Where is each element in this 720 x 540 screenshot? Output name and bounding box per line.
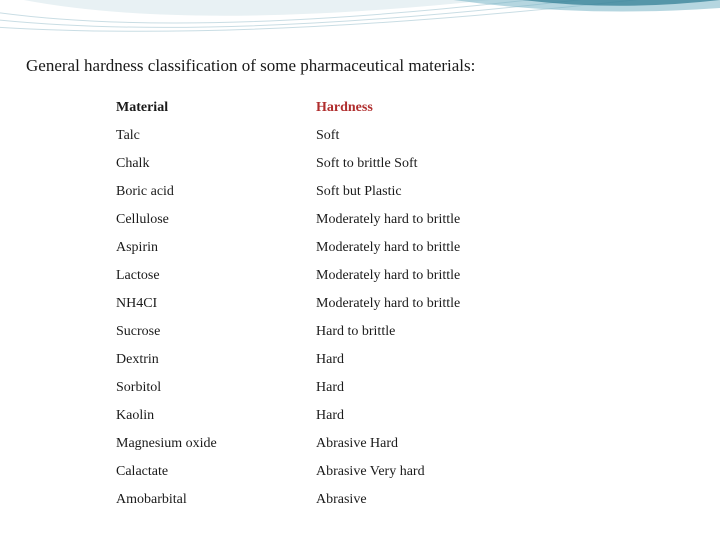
cell-material: Boric acid bbox=[116, 178, 316, 206]
table-row: ChalkSoft to brittle Soft bbox=[116, 150, 656, 178]
table-row: CelluloseModerately hard to brittle bbox=[116, 206, 656, 234]
cell-hardness: Moderately hard to brittle bbox=[316, 262, 656, 290]
cell-material: Talc bbox=[116, 122, 316, 150]
cell-material: Lactose bbox=[116, 262, 316, 290]
cell-material: Magnesium oxide bbox=[116, 430, 316, 458]
cell-material: Sucrose bbox=[116, 318, 316, 346]
table-row: CalactateAbrasive Very hard bbox=[116, 458, 656, 486]
slide-title: General hardness classification of some … bbox=[26, 56, 694, 76]
cell-material: Calactate bbox=[116, 458, 316, 486]
table-row: Boric acidSoft but Plastic bbox=[116, 178, 656, 206]
cell-material: Kaolin bbox=[116, 402, 316, 430]
cell-hardness: Hard to brittle bbox=[316, 318, 656, 346]
cell-material: Chalk bbox=[116, 150, 316, 178]
table-header-row: MaterialHardness bbox=[116, 94, 656, 122]
cell-hardness: Soft but Plastic bbox=[316, 178, 656, 206]
table-row: Magnesium oxideAbrasive Hard bbox=[116, 430, 656, 458]
table-row: AmobarbitalAbrasive bbox=[116, 486, 656, 514]
column-header-material: Material bbox=[116, 94, 316, 122]
cell-material: Amobarbital bbox=[116, 486, 316, 514]
cell-hardness: Abrasive Hard bbox=[316, 430, 656, 458]
table-row: LactoseModerately hard to brittle bbox=[116, 262, 656, 290]
cell-hardness: Hard bbox=[316, 374, 656, 402]
slide-top-decoration bbox=[0, 0, 720, 48]
table-row: SorbitolHard bbox=[116, 374, 656, 402]
cell-material: Sorbitol bbox=[116, 374, 316, 402]
cell-material: NH4CI bbox=[116, 290, 316, 318]
cell-hardness: Abrasive bbox=[316, 486, 656, 514]
column-header-hardness: Hardness bbox=[316, 94, 656, 122]
cell-hardness: Hard bbox=[316, 346, 656, 374]
table-row: TalcSoft bbox=[116, 122, 656, 150]
table-row: KaolinHard bbox=[116, 402, 656, 430]
cell-material: Aspirin bbox=[116, 234, 316, 262]
table-row: SucroseHard to brittle bbox=[116, 318, 656, 346]
table-row: NH4CIModerately hard to brittle bbox=[116, 290, 656, 318]
cell-material: Dextrin bbox=[116, 346, 316, 374]
table-row: AspirinModerately hard to brittle bbox=[116, 234, 656, 262]
cell-material: Cellulose bbox=[116, 206, 316, 234]
cell-hardness: Hard bbox=[316, 402, 656, 430]
cell-hardness: Moderately hard to brittle bbox=[316, 290, 656, 318]
hardness-table: MaterialHardnessTalcSoftChalkSoft to bri… bbox=[116, 94, 656, 514]
cell-hardness: Soft bbox=[316, 122, 656, 150]
hardness-table-wrap: MaterialHardnessTalcSoftChalkSoft to bri… bbox=[116, 94, 656, 514]
cell-hardness: Moderately hard to brittle bbox=[316, 206, 656, 234]
table-row: DextrinHard bbox=[116, 346, 656, 374]
cell-hardness: Moderately hard to brittle bbox=[316, 234, 656, 262]
cell-hardness: Soft to brittle Soft bbox=[316, 150, 656, 178]
cell-hardness: Abrasive Very hard bbox=[316, 458, 656, 486]
slide-content: General hardness classification of some … bbox=[26, 56, 694, 514]
